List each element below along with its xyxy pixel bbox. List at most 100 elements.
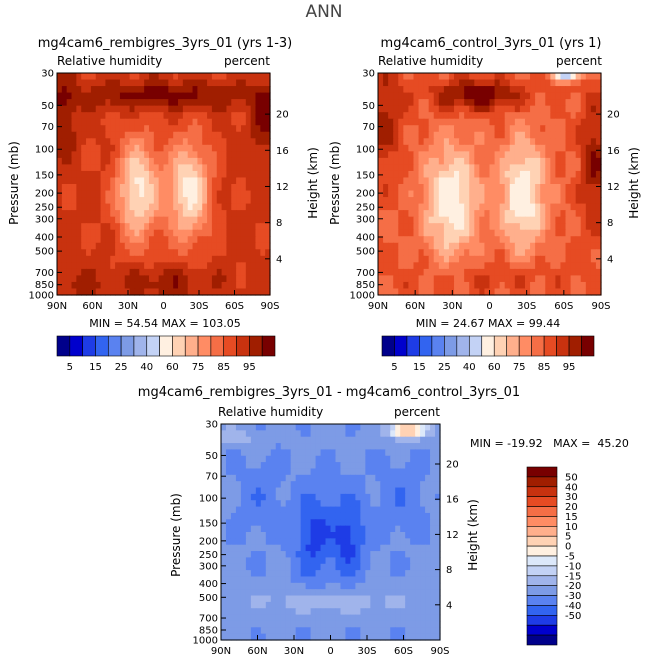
contour-cell xyxy=(211,190,218,198)
contour-cell xyxy=(489,164,496,172)
contour-cell xyxy=(540,92,546,100)
contour-cell xyxy=(430,538,436,546)
contour-cell xyxy=(524,262,531,270)
contour-cell xyxy=(575,203,582,211)
contour-cell xyxy=(370,544,376,552)
contour-cell xyxy=(519,105,526,113)
contour-cell xyxy=(250,73,257,81)
contour-cell xyxy=(139,170,145,179)
contour-cell xyxy=(365,614,371,622)
contour-cell xyxy=(380,551,386,559)
contour-cell xyxy=(139,73,145,81)
contour-cell xyxy=(236,288,242,296)
contour-cell xyxy=(504,92,511,100)
contour-cell xyxy=(340,563,347,571)
contour-cell xyxy=(250,203,257,211)
contour-cell xyxy=(240,73,247,81)
contour-cell xyxy=(474,242,480,250)
contour-cell xyxy=(320,424,327,431)
contour-cell xyxy=(315,449,322,457)
contour-cell xyxy=(420,627,426,635)
contour-cell xyxy=(378,79,384,87)
contour-cell xyxy=(438,151,445,159)
contour-cell xyxy=(178,184,184,192)
contour-cell xyxy=(418,164,425,172)
contour-cell xyxy=(504,229,511,237)
contour-cell xyxy=(158,112,165,120)
contour-cell xyxy=(310,512,317,520)
contour-cell xyxy=(540,144,546,152)
contour-cell xyxy=(454,255,460,263)
contour-cell xyxy=(595,99,602,107)
contour-cell xyxy=(90,131,97,139)
contour-cell xyxy=(550,197,556,205)
y-tick-label: 850 xyxy=(356,280,375,291)
contour-cell xyxy=(400,627,406,635)
contour-cell xyxy=(395,449,401,457)
contour-cell xyxy=(221,229,228,237)
contour-cell xyxy=(375,544,381,552)
contour-cell xyxy=(231,281,237,290)
contour-cell xyxy=(425,424,431,431)
contour-cell xyxy=(560,177,567,185)
contour-cell xyxy=(211,73,218,81)
contour-cell xyxy=(250,262,257,270)
contour-cell xyxy=(504,151,511,159)
contour-cell xyxy=(250,131,257,139)
contour-cell xyxy=(489,73,496,81)
contour-cell xyxy=(265,216,271,224)
contour-cell xyxy=(158,262,165,270)
contour-cell xyxy=(173,177,179,185)
contour-cell xyxy=(163,190,169,198)
contour-cell xyxy=(173,138,179,146)
contour-cell xyxy=(310,595,317,603)
contour-cell xyxy=(590,131,597,139)
contour-cell xyxy=(240,99,247,107)
contour-cell xyxy=(202,79,208,87)
contour-cell xyxy=(192,151,198,159)
contour-cell xyxy=(585,236,592,244)
contour-cell xyxy=(265,262,271,270)
contour-cell xyxy=(393,79,399,87)
contour-cell xyxy=(240,144,247,152)
contour-cell xyxy=(398,164,404,172)
contour-cell xyxy=(110,203,116,211)
contour-cell xyxy=(335,576,342,584)
contour-cell xyxy=(197,288,203,296)
contour-cell xyxy=(535,125,541,133)
contour-cell xyxy=(435,512,441,520)
contour-cell xyxy=(555,105,562,113)
contour-cell xyxy=(519,242,526,250)
contour-cell xyxy=(550,242,556,250)
contour-cell xyxy=(168,275,174,283)
contour-cell xyxy=(61,223,68,231)
contour-cell xyxy=(90,184,97,192)
contour-cell xyxy=(464,73,470,81)
contour-cell xyxy=(428,99,435,107)
contour-cell xyxy=(148,281,155,290)
contour-cell xyxy=(260,262,266,270)
contour-cell xyxy=(226,288,232,296)
contour-cell xyxy=(100,242,107,250)
contour-cell xyxy=(420,506,426,514)
contour-cell xyxy=(71,118,77,126)
contour-cell xyxy=(474,184,480,192)
contour-cell xyxy=(270,576,277,584)
contour-cell xyxy=(499,164,506,172)
contour-cell xyxy=(433,138,440,146)
contour-cell xyxy=(430,601,436,609)
contour-cell xyxy=(115,236,121,244)
contour-cell xyxy=(514,144,521,152)
y-tick-label: 100 xyxy=(35,145,54,156)
contour-cell xyxy=(370,551,376,559)
contour-cell xyxy=(315,544,322,552)
contour-cell xyxy=(192,164,198,172)
contour-cell xyxy=(90,262,97,270)
contour-cell xyxy=(230,614,237,622)
contour-cell xyxy=(418,223,425,231)
contour-cell xyxy=(430,582,436,590)
contour-cell xyxy=(408,138,415,146)
contour-cell xyxy=(469,203,475,211)
contour-cell xyxy=(231,229,237,237)
contour-cell xyxy=(197,255,203,263)
